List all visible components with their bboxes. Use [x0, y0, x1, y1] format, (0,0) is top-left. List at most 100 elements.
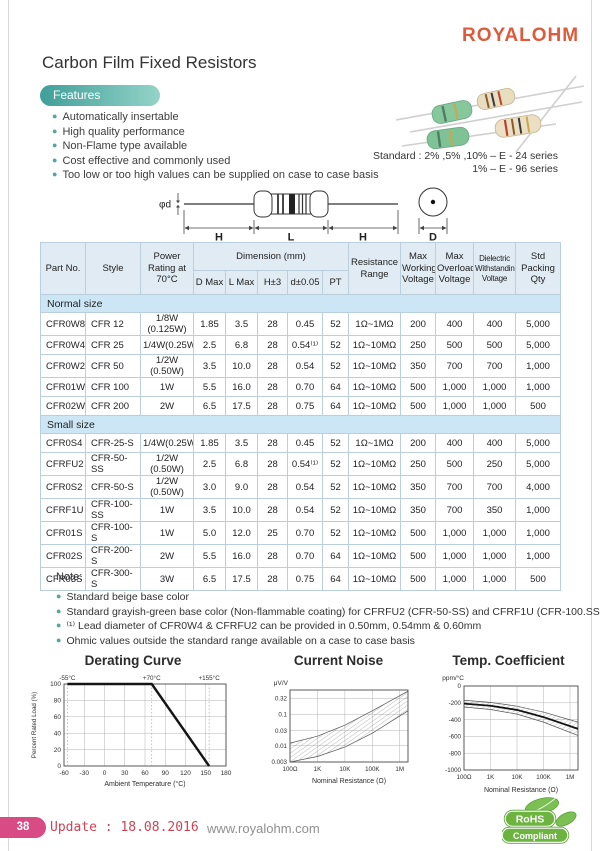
feature-item: ● Automatically insertable — [52, 111, 179, 123]
table-cell: 1,000 — [435, 377, 475, 397]
table-cell: 400 — [473, 312, 517, 336]
l-label: L — [288, 232, 295, 243]
feature-item: ● Cost effective and commonly used — [52, 154, 231, 167]
table-cell: 1,000 — [473, 567, 517, 591]
table-cell: 1.85 — [193, 433, 226, 453]
table-cell: 350 — [400, 475, 437, 499]
table-cell: 1/2W (0.50W) — [140, 475, 194, 499]
svg-text:60: 60 — [54, 714, 62, 721]
table-cell: 64 — [321, 567, 350, 591]
table-cell: 0.45 — [287, 433, 323, 453]
table-cell: 5.5 — [193, 377, 226, 397]
table-cell: 5,000 — [515, 335, 562, 355]
table-cell: 0.75 — [287, 396, 323, 416]
rohs-logo: RoHS Compliant — [500, 796, 584, 851]
note-list: ● Standard beige base color ● Standard gray… — [56, 590, 600, 648]
table-cell: 0.54⁽¹⁾ — [287, 452, 323, 476]
table-section-row: Small size — [39, 415, 562, 434]
standard-line-1: Standard : 2% ,5% ,10% – E - 24 series — [372, 150, 558, 162]
table-cell: 3.5 — [225, 433, 258, 453]
table-cell: 2W — [140, 396, 194, 416]
svg-text:100Ω: 100Ω — [457, 774, 472, 781]
table-cell: 1Ω~10MΩ — [348, 567, 402, 591]
h-label-left: H — [215, 232, 223, 243]
table-cell: CFR 100 — [85, 377, 141, 397]
temp-coefficient-block: Temp. Coefficient 100Ω 1K 10K 100K 1M 0 -200 -4… — [426, 653, 591, 798]
bullet-icon: ● — [56, 634, 62, 645]
table-cell: 350 — [400, 498, 437, 522]
table-cell: CFR-25-S — [85, 433, 141, 453]
table-cell: 28 — [257, 498, 288, 522]
table-cell: 500 — [400, 521, 437, 545]
dimension-diagram: φd H L H D — [148, 176, 458, 247]
table-cell: 12.0 — [225, 521, 258, 545]
bullet-icon: ● — [52, 154, 58, 165]
table-cell: 1,000 — [435, 521, 475, 545]
derating-curve-title: Derating Curve — [84, 653, 182, 668]
table-cell: CFR03S — [40, 567, 86, 591]
table-cell: 1/2W (0.50W) — [140, 452, 194, 476]
table-cell: 1/4W(0.25W) — [140, 335, 194, 355]
table-cell: 10.0 — [225, 354, 258, 378]
dimension-diagram-drawing: φd H L H D — [159, 187, 448, 244]
website-link[interactable]: www.royalohm.com — [207, 821, 320, 836]
table-cell: CFR 12 — [85, 312, 141, 336]
table-cell: 52 — [321, 498, 350, 522]
col-header-max-working: Max Working Voltage — [400, 242, 437, 295]
current-noise-title: Current Noise — [293, 653, 384, 668]
table-cell: 500 — [435, 335, 475, 355]
feature-item: ● Non-Flame type available — [52, 140, 188, 152]
table-cell: 5,000 — [515, 452, 562, 476]
table-cell: 28 — [257, 452, 288, 476]
resistors-photo-drawing — [395, 75, 585, 153]
table-row: CFR0S2 CFR-50-S 1/2W (0.50W) 3.0 9.0 28 0.54 52… — [40, 475, 562, 499]
bullet-icon: ● — [52, 169, 58, 179]
table-cell: 1Ω~10MΩ — [348, 521, 402, 545]
table-cell: 0.54 — [287, 475, 323, 499]
update-date: Update : 18.08.2016 — [50, 820, 199, 835]
table-cell: 200 — [400, 312, 437, 336]
table-cell: 1Ω~10MΩ — [348, 544, 402, 568]
table-cell: 6.8 — [225, 335, 258, 355]
table-cell: CFR01S — [40, 521, 86, 545]
table-cell: CFR01W — [40, 377, 86, 397]
section-label: Small size — [39, 415, 562, 434]
table-cell: 400 — [435, 312, 475, 336]
svg-text:40: 40 — [54, 730, 62, 737]
table-cell: 500 — [400, 396, 437, 416]
note-title: Note: — [56, 571, 83, 583]
table-cell: CFR 25 — [85, 335, 141, 355]
table-row: CFR0W8 CFR 12 1/8W (0.125W) 1.85 3.5 28 0.45 52… — [40, 312, 562, 336]
svg-text:0.03: 0.03 — [275, 728, 288, 735]
table-cell: 6.8 — [225, 452, 258, 476]
svg-text:-1000: -1000 — [445, 767, 461, 774]
table-cell: 500 — [515, 396, 562, 416]
table-cell: CFR0W8 — [40, 312, 86, 336]
svg-text:100: 100 — [50, 681, 61, 688]
table-cell: 28 — [257, 335, 288, 355]
features-badge-label: Features — [53, 88, 101, 102]
d-label: D — [429, 232, 437, 243]
note-section: Note: ● Standard beige base color ● Standar… — [56, 571, 600, 648]
svg-text:-30: -30 — [80, 770, 90, 777]
table-cell: 4,000 — [515, 475, 562, 499]
table-cell: 28 — [257, 544, 288, 568]
table-cell: 28 — [257, 396, 288, 416]
table-cell: 1,000 — [435, 567, 475, 591]
table-cell: 2W — [140, 544, 194, 568]
table-cell: 16.0 — [225, 544, 258, 568]
rohs-label: RoHS — [516, 814, 545, 826]
table-cell: 64 — [321, 396, 350, 416]
svg-text:μV/V: μV/V — [274, 680, 289, 687]
svg-text:60: 60 — [141, 770, 149, 777]
svg-text:1M: 1M — [395, 766, 404, 773]
table-cell: 1,000 — [435, 544, 475, 568]
table-cell: 28 — [257, 312, 288, 336]
current-noise-block: Current Noise 100Ω 1K 10K 100K 1M 0.32 0.1 0.03… — [256, 653, 421, 790]
table-cell: 1,000 — [473, 396, 517, 416]
table-cell: 17.5 — [225, 396, 258, 416]
table-cell: 1Ω~1MΩ — [348, 312, 402, 336]
table-cell: 500 — [435, 452, 475, 476]
table-cell: 1Ω~10MΩ — [348, 475, 402, 499]
